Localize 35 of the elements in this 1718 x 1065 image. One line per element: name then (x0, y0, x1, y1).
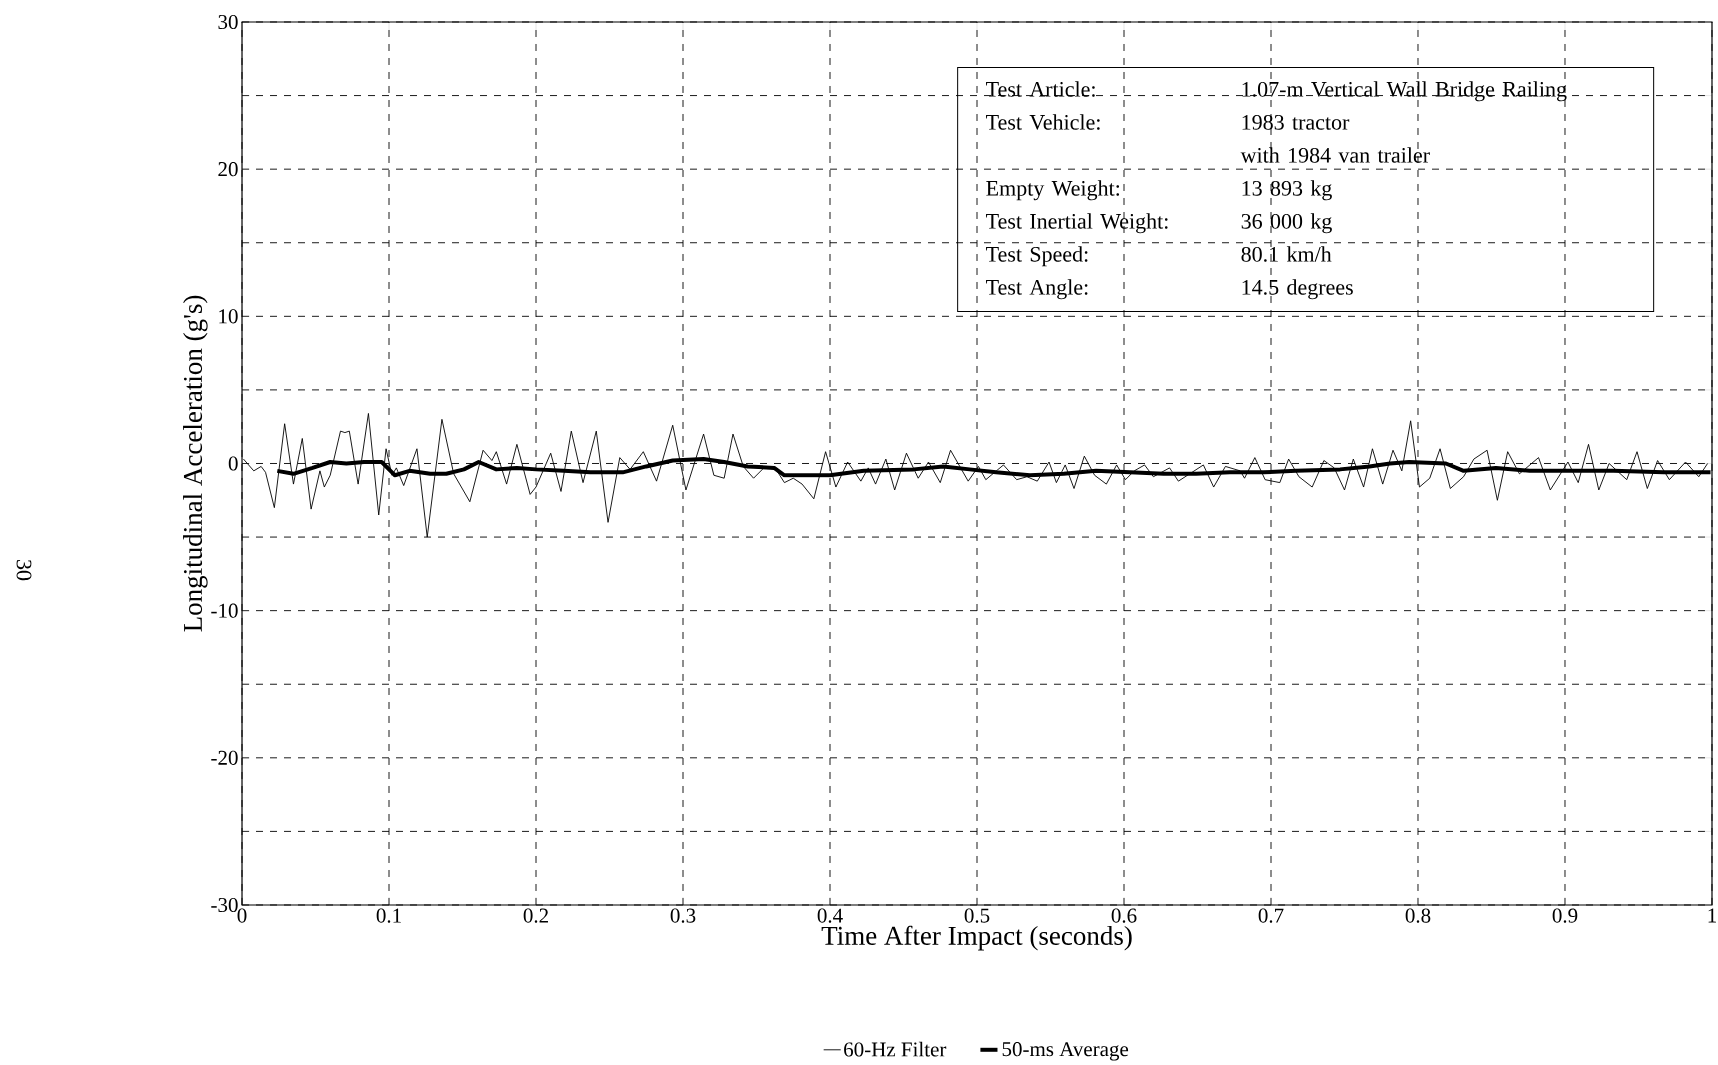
y-tick-label: -10 (211, 603, 238, 618)
annotation: Test Vehicle: (986, 114, 1100, 130)
x-tick-label: 0.7 (1258, 908, 1284, 923)
x-tick-label: 0.1 (376, 908, 401, 923)
annotation: Empty Weight: (986, 180, 1120, 201)
y-tick-label: 20 (218, 162, 238, 177)
x-tick-label: 0.6 (1111, 908, 1137, 923)
y-tick-label: 0 (228, 456, 238, 471)
annotation: 80.1 km/h (1241, 246, 1332, 262)
annotation: Test Inertial Weight: (986, 213, 1168, 234)
annotation: Test Article: (986, 81, 1095, 97)
y-tick-label: -20 (211, 750, 238, 765)
annotation: 14.5 degrees (1242, 279, 1353, 300)
x-tick-label: 0.2 (523, 908, 548, 923)
annotation: 1.07-m Vertical Wall Bridge Railing (1242, 81, 1567, 102)
annotation: Test Angle: (986, 279, 1088, 300)
legend-label: 60-Hz Filter (844, 1041, 947, 1057)
legend-label: 50-ms Average (1002, 1042, 1129, 1061)
annotation: 13 893 kg (1242, 180, 1332, 201)
x-tick-label: 0.3 (670, 908, 696, 923)
x-tick-label: 0.9 (1552, 908, 1578, 923)
x-tick-label: 1 (1708, 908, 1716, 923)
y-tick-label: 10 (219, 309, 238, 324)
x-tick-label: 0.4 (817, 908, 843, 923)
annotation: with 1984 van trailer (1240, 147, 1430, 163)
annotation: 36 000 kg (1241, 213, 1332, 234)
y-tick-label: -30 (211, 897, 238, 913)
annotation: Test Speed: (986, 246, 1088, 267)
text: 30 (16, 560, 32, 581)
x-tick-label: 0.5 (964, 908, 990, 923)
x-axis-title: Time After Impact (seconds) (821, 925, 1132, 951)
x-tick-label: 0.8 (1405, 908, 1431, 923)
annotation: 1983 tractor (1242, 114, 1350, 130)
y-axis-title: Longitudinal Acceleration (g's) (183, 295, 208, 632)
y-tick-label: 30 (218, 14, 238, 30)
